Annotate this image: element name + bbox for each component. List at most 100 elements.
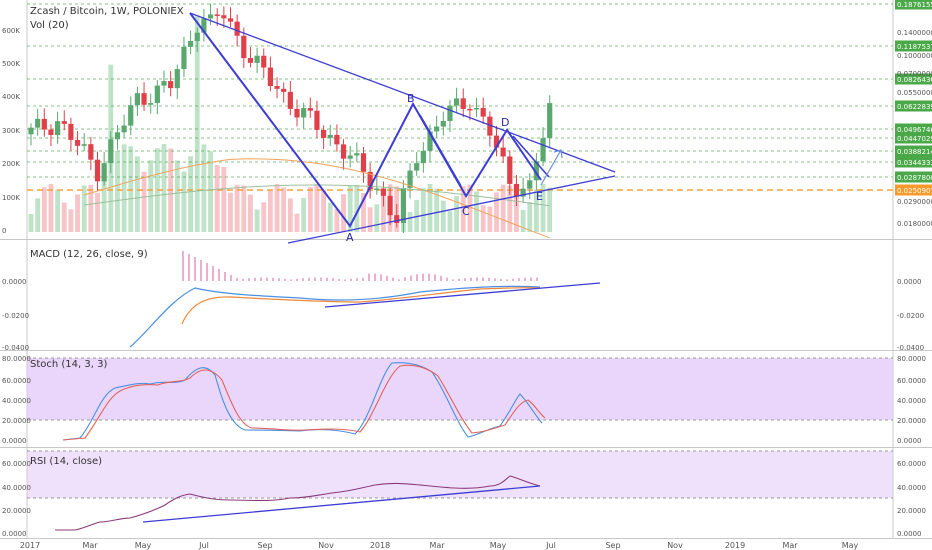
volume-bar bbox=[507, 185, 513, 232]
candle-body bbox=[254, 55, 260, 63]
pattern-drawings: A B C D E bbox=[189, 12, 616, 244]
volume-bar bbox=[48, 184, 54, 232]
candle-body bbox=[207, 14, 214, 19]
volume-bar bbox=[487, 206, 493, 232]
candle-body bbox=[161, 81, 167, 86]
x-tick: Nov bbox=[318, 541, 334, 550]
candle-body bbox=[387, 195, 393, 216]
candle-body bbox=[454, 98, 460, 106]
candle-body bbox=[513, 183, 520, 197]
x-tick: 2017 bbox=[20, 541, 40, 550]
price-label: 0.18761553 bbox=[897, 1, 932, 9]
candle-body bbox=[221, 15, 227, 19]
volume-bar bbox=[367, 207, 373, 232]
volume-bar bbox=[35, 198, 41, 232]
volume-tick: 600K bbox=[2, 27, 20, 35]
candle-body bbox=[174, 69, 180, 89]
rsi-pane: 60.0000 60.0000 40.0000 40.0000 20.0000 20.00… bbox=[2, 450, 926, 538]
price-label: 0.06228395 bbox=[897, 103, 932, 111]
price-label-box bbox=[895, 145, 932, 157]
price-label: 0.08264363 bbox=[897, 76, 932, 84]
stoch-label: Stoch (14, 3, 3) bbox=[30, 359, 108, 370]
candle-body bbox=[460, 98, 466, 109]
candle-body bbox=[427, 131, 433, 151]
volume-bar bbox=[294, 213, 300, 232]
parallel-line bbox=[512, 135, 550, 178]
candle-body bbox=[500, 147, 506, 157]
volume-label: Vol (20) bbox=[30, 20, 69, 31]
projection-arrow bbox=[540, 149, 562, 186]
volume-bar bbox=[201, 144, 207, 232]
price-label-box bbox=[895, 123, 932, 135]
volume-bar bbox=[274, 184, 280, 232]
volume-bar bbox=[208, 151, 213, 232]
candle-body bbox=[533, 161, 539, 181]
rsi-tick: 20.0000 bbox=[897, 507, 926, 515]
stoch-tick: 80.0000 bbox=[2, 355, 31, 363]
x-tick: May bbox=[490, 541, 507, 550]
stoch-pane: 80.0000 80.0000 60.0000 60.0000 40.0000 40.00… bbox=[2, 355, 926, 445]
candle-body bbox=[41, 118, 47, 130]
pattern-point-label: B bbox=[407, 92, 415, 105]
candle-body bbox=[241, 35, 247, 59]
volume-bar bbox=[281, 187, 287, 232]
candle-body bbox=[487, 116, 493, 136]
upper-trendline bbox=[189, 12, 616, 173]
volume-bar bbox=[467, 184, 473, 232]
x-tick: 2019 bbox=[725, 541, 745, 550]
volume-bar bbox=[194, 16, 200, 233]
volume-bar bbox=[101, 167, 107, 232]
candle-body bbox=[367, 171, 373, 190]
x-tick: Mar bbox=[429, 541, 445, 550]
volume-bar bbox=[440, 200, 446, 232]
price-label-box bbox=[895, 156, 932, 168]
candle-body bbox=[473, 107, 480, 110]
x-tick: Jul bbox=[545, 541, 556, 550]
volume-bar bbox=[427, 184, 433, 232]
volume-bar bbox=[307, 187, 313, 232]
volume-bar bbox=[268, 189, 273, 232]
candle-body bbox=[540, 138, 546, 162]
volume-bar bbox=[135, 156, 140, 232]
pattern-point-label: D bbox=[501, 116, 509, 129]
candle-body bbox=[61, 121, 67, 124]
candle-body bbox=[128, 105, 134, 126]
candle-body bbox=[314, 110, 320, 130]
macd-tick: 0.0000 bbox=[2, 278, 27, 286]
candle-body bbox=[281, 88, 287, 92]
volume-bar bbox=[228, 192, 233, 232]
volume-bar bbox=[141, 171, 147, 232]
volume-bar bbox=[327, 202, 333, 232]
candle-body bbox=[214, 14, 220, 16]
x-tick: Nov bbox=[667, 541, 683, 550]
stoch-tick: 20.0000 bbox=[2, 417, 31, 425]
price-label: 0.03443333 bbox=[897, 159, 932, 167]
price-label-box bbox=[895, 100, 932, 112]
volume-bar bbox=[55, 189, 60, 232]
candle-body bbox=[307, 108, 313, 111]
volume-bar bbox=[115, 151, 120, 232]
candle-body bbox=[327, 134, 333, 138]
volume-bar bbox=[480, 205, 486, 232]
volume-bars bbox=[28, 16, 553, 233]
rsi-tick: 0.0000 bbox=[897, 530, 922, 538]
candle-body bbox=[340, 144, 347, 159]
macd-tick: -0.0200 bbox=[897, 312, 924, 320]
candle-body bbox=[507, 156, 513, 184]
price-tick: 0.0550000 bbox=[897, 89, 932, 97]
volume-bar bbox=[354, 184, 360, 232]
candle-body bbox=[35, 118, 41, 128]
candle-body bbox=[154, 85, 160, 104]
candle-body bbox=[354, 153, 360, 156]
volume-bar bbox=[527, 202, 533, 232]
x-tick: Sep bbox=[605, 541, 620, 550]
candle-body bbox=[148, 103, 154, 105]
candle-body bbox=[121, 125, 127, 133]
volume-bar bbox=[95, 192, 100, 232]
candle-body bbox=[101, 163, 107, 182]
candle-body bbox=[108, 139, 114, 164]
volume-bar bbox=[161, 144, 167, 232]
macd-tick: 0.0000 bbox=[897, 278, 922, 286]
